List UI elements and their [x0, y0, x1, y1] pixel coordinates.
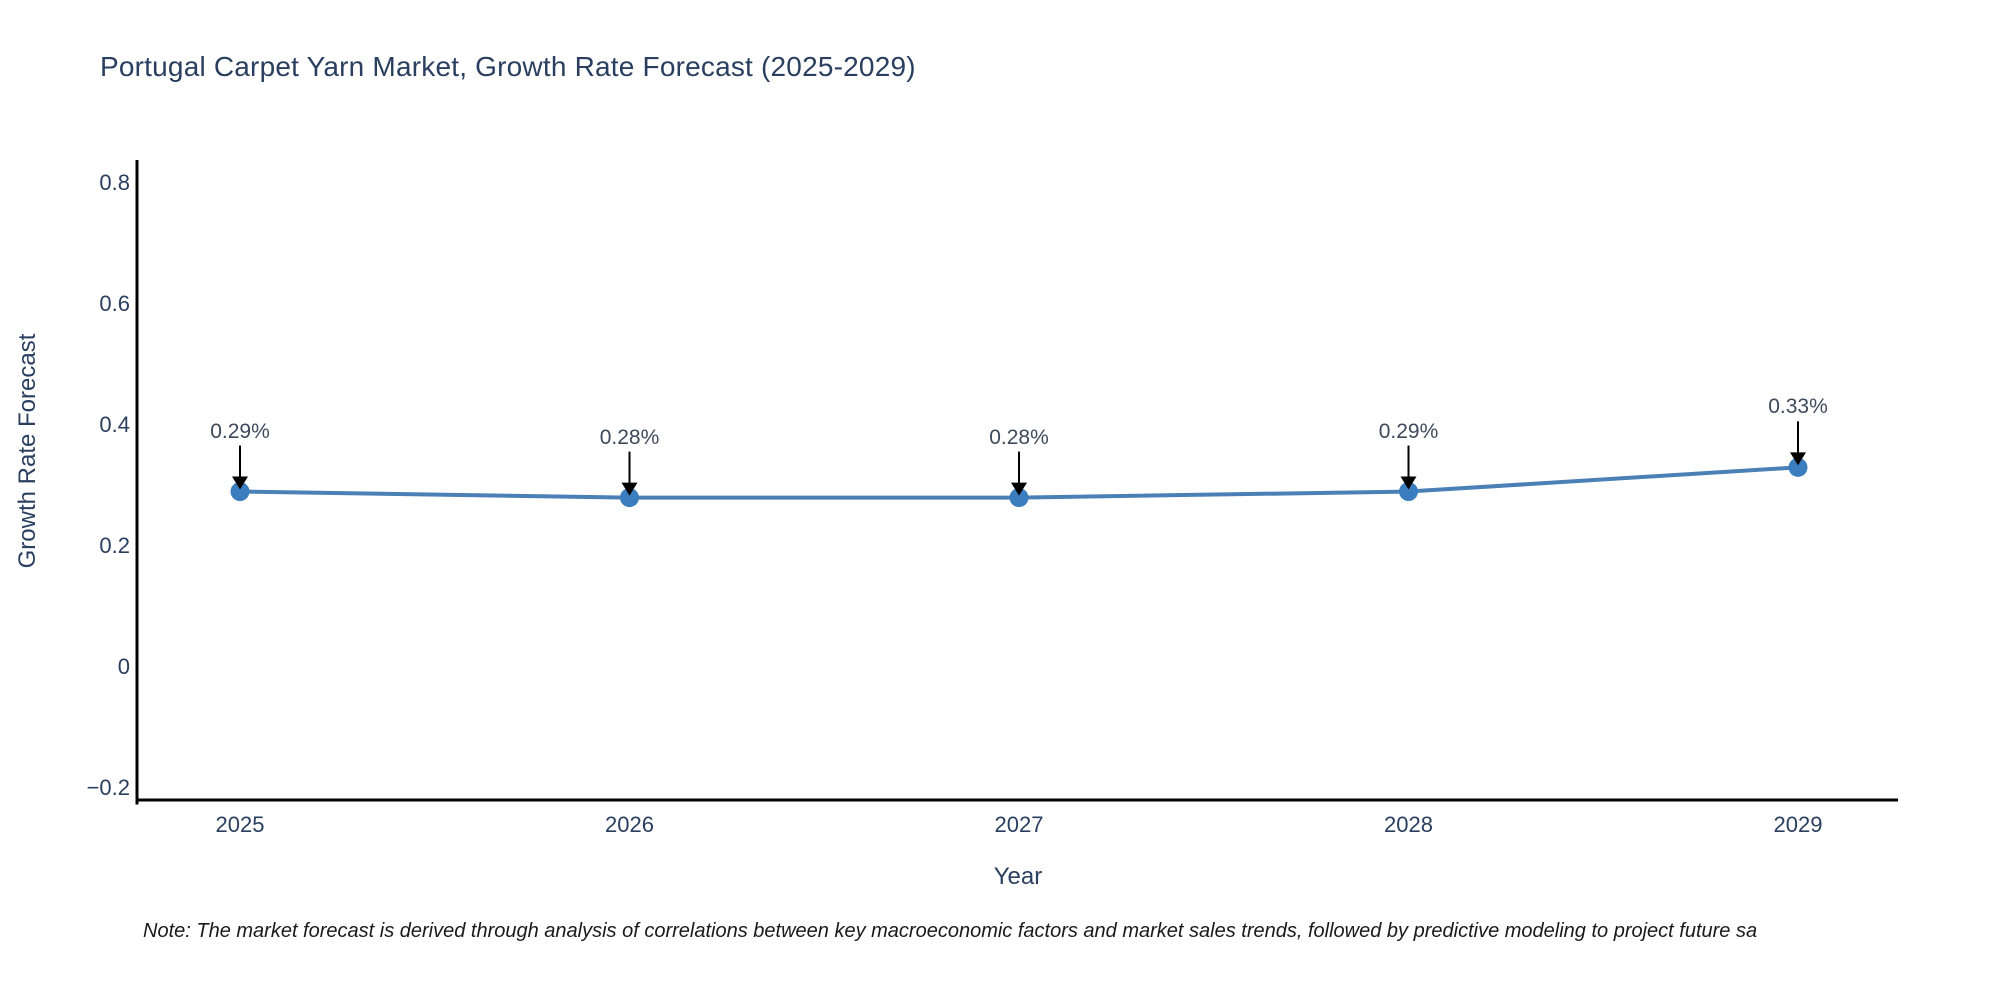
- x-tick-label: 2027: [994, 812, 1044, 837]
- point-annotation-text: 0.28%: [989, 425, 1049, 449]
- y-tick-label: 0: [117, 654, 130, 679]
- y-tick-label: 0.6: [99, 291, 130, 316]
- point-annotation-text: 0.33%: [1768, 395, 1828, 419]
- annotation-arrowhead: [1011, 482, 1027, 496]
- point-annotation-text: 0.28%: [599, 425, 660, 449]
- y-tick-label: −0.2: [86, 775, 130, 800]
- y-tick-label: 0.8: [99, 170, 130, 195]
- y-axis-title: Growth Rate Forecast: [14, 333, 41, 569]
- footnote: Note: The market forecast is derived thr…: [143, 920, 1758, 942]
- point-annotation-text: 0.29%: [210, 419, 270, 443]
- x-tick-label: 2025: [215, 812, 265, 837]
- chart-title: Portugal Carpet Yarn Market, Growth Rate…: [100, 51, 916, 82]
- point-annotation-text: 0.29%: [1378, 419, 1439, 443]
- data-point-marker: [230, 482, 250, 502]
- x-tick-label: 2026: [605, 812, 654, 837]
- annotation-arrowhead: [232, 476, 248, 490]
- data-point-marker: [1788, 457, 1808, 477]
- x-tick-label: 2029: [1773, 812, 1823, 837]
- y-tick-label: 0.4: [99, 412, 130, 437]
- x-tick-label: 2028: [1384, 812, 1433, 837]
- data-point-marker: [620, 488, 639, 508]
- annotation-arrowhead: [621, 482, 638, 496]
- y-tick-label: 0.2: [99, 533, 130, 558]
- data-point-marker: [1009, 488, 1029, 508]
- x-axis-title: Year: [993, 863, 1043, 890]
- annotation-arrowhead: [1400, 476, 1417, 490]
- data-point-marker: [1399, 482, 1418, 502]
- annotation-arrowhead: [1790, 452, 1806, 466]
